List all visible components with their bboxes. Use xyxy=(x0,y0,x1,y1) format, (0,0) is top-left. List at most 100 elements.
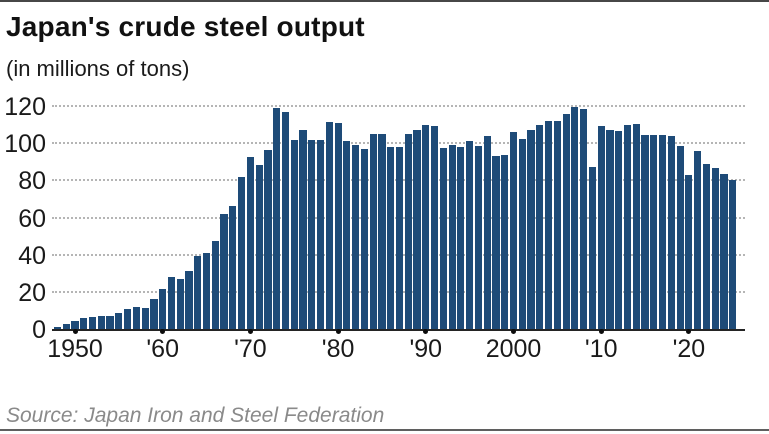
bar-1982 xyxy=(352,145,360,330)
bar-2009 xyxy=(588,167,597,330)
bar-2008 xyxy=(580,109,588,330)
bar-1956 xyxy=(124,309,132,330)
bar-2017 xyxy=(658,135,667,330)
bar-1985 xyxy=(378,134,386,330)
bar-1995 xyxy=(466,141,474,330)
y-tick-label-80: 80 xyxy=(18,167,46,196)
bar-1950 xyxy=(71,321,79,330)
bar-1968 xyxy=(229,205,237,330)
bar-1983 xyxy=(360,149,368,330)
bar-1976 xyxy=(299,130,307,330)
bar-2023 xyxy=(711,168,719,330)
bar-1980 xyxy=(334,123,342,330)
bar-1977 xyxy=(308,139,316,330)
x-tick-label-2010: '10 xyxy=(584,335,618,363)
bar-1969 xyxy=(238,177,246,330)
bar-2006 xyxy=(562,114,570,330)
bar-1953 xyxy=(97,315,105,330)
x-tick-label-1990: '90 xyxy=(409,335,443,363)
y-axis: 0 20 40 60 80 100 120 xyxy=(0,0,46,434)
plot-area: 1950 '60 '70 '80 '90 2000 '10 '20 xyxy=(47,100,745,363)
x-tick-label-1970: '70 xyxy=(234,335,267,363)
y-tick-label-60: 60 xyxy=(18,204,46,233)
x-tick-dot-1980 xyxy=(335,328,341,334)
chart-title: Japan's crude steel output xyxy=(6,11,365,42)
bar-1986 xyxy=(387,147,395,330)
bar-1970 xyxy=(246,156,254,330)
bar-1989 xyxy=(413,129,421,330)
x-tick-dot-1960 xyxy=(160,328,166,334)
y-tick-label-20: 20 xyxy=(18,278,46,307)
bar-1981 xyxy=(343,141,351,330)
bar-2004 xyxy=(544,120,553,330)
bar-1960 xyxy=(159,288,167,330)
bar-1951 xyxy=(80,317,88,330)
y-tick-label-100: 100 xyxy=(4,130,46,159)
bar-1957 xyxy=(132,306,140,330)
x-tick-label-2000: 2000 xyxy=(485,335,542,363)
bar-2002 xyxy=(527,129,535,330)
bar-2018 xyxy=(667,136,675,330)
bar-2016 xyxy=(650,135,658,330)
x-tick-label-2020: '20 xyxy=(672,335,706,363)
bar-2020 xyxy=(685,175,693,330)
bar-2015 xyxy=(641,134,649,330)
bar-1993 xyxy=(448,144,456,330)
bar-1972 xyxy=(264,149,272,330)
x-tick-dot-1990 xyxy=(423,328,429,334)
bar-1965 xyxy=(202,253,211,330)
bar-2001 xyxy=(518,138,526,330)
bar-1978 xyxy=(316,140,325,330)
bar-2007 xyxy=(571,106,579,330)
bar-1979 xyxy=(325,122,333,330)
source-caption: Source: Japan Iron and Steel Federation xyxy=(6,404,385,427)
bar-1996 xyxy=(474,146,482,330)
x-tick-dot-1950 xyxy=(72,328,78,334)
bar-1961 xyxy=(167,277,176,330)
bar-1952 xyxy=(88,317,97,330)
x-tick-dot-2000 xyxy=(511,328,516,334)
bar-2013 xyxy=(623,124,632,330)
bar-2012 xyxy=(615,130,623,330)
bar-1962 xyxy=(176,278,184,330)
bar-2022 xyxy=(702,164,711,330)
y-tick-label-40: 40 xyxy=(18,241,46,270)
bar-1971 xyxy=(255,165,263,330)
bar-1974 xyxy=(281,112,290,330)
bar-1999 xyxy=(501,154,509,330)
bar-2021 xyxy=(694,151,702,330)
bar-1966 xyxy=(211,241,219,330)
bar-1949 xyxy=(62,324,70,330)
bar-2003 xyxy=(536,124,544,330)
bar-2005 xyxy=(553,120,561,330)
x-tick-label-1950: 1950 xyxy=(47,335,103,363)
bar-2014 xyxy=(632,124,640,330)
x-tick-label-1960: '60 xyxy=(146,335,179,363)
x-tick-dot-2010 xyxy=(598,328,604,334)
bar-1990 xyxy=(422,125,430,330)
gridline-100 xyxy=(52,142,745,145)
bar-2011 xyxy=(606,130,614,330)
top-border xyxy=(0,0,769,2)
bar-2025 xyxy=(729,180,737,330)
bar-1948 xyxy=(53,326,62,330)
bar-1998 xyxy=(492,156,500,330)
bar-1954 xyxy=(106,315,114,330)
bar-1984 xyxy=(369,133,377,330)
bar-2000 xyxy=(509,132,518,330)
bar-1955 xyxy=(115,312,123,330)
x-tick-dot-2020 xyxy=(686,328,692,334)
bar-1988 xyxy=(404,133,412,330)
bar-2024 xyxy=(720,173,728,330)
bar-1959 xyxy=(150,299,158,330)
bar-1967 xyxy=(220,214,228,330)
bar-1975 xyxy=(290,139,298,330)
bar-1964 xyxy=(194,256,202,330)
chart-unit-subtitle: (in millions of tons) xyxy=(6,56,190,81)
bar-1973 xyxy=(273,108,281,330)
x-axis-line xyxy=(52,329,745,331)
bar-1958 xyxy=(141,307,149,330)
bar-1991 xyxy=(430,126,439,330)
x-tick-dot-1970 xyxy=(247,328,253,334)
